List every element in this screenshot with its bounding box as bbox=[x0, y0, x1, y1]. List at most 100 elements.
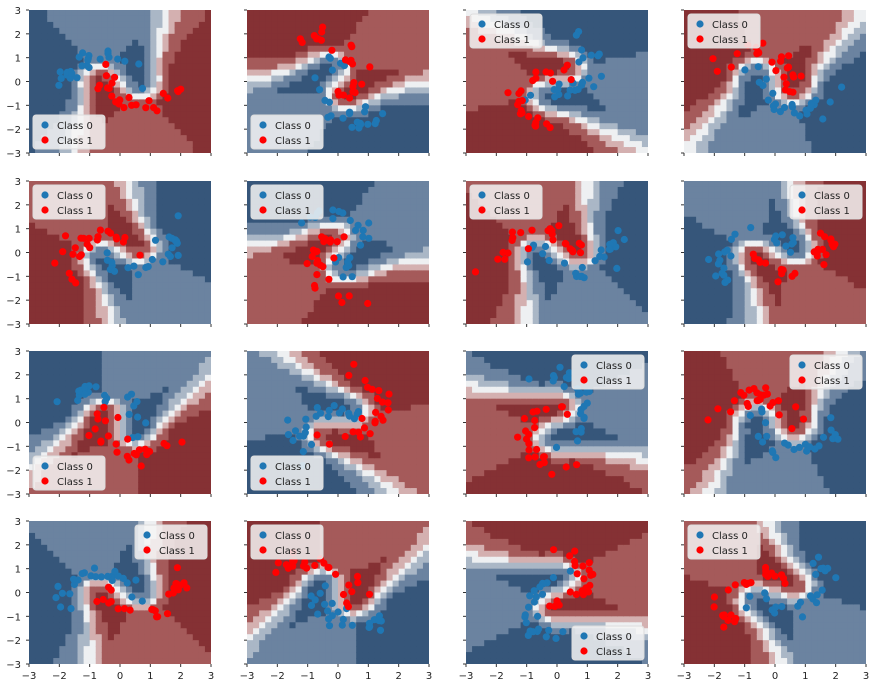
surface-cell bbox=[775, 111, 782, 118]
surface-cell bbox=[587, 105, 594, 112]
surface-cell bbox=[138, 300, 145, 307]
surface-cell bbox=[307, 99, 315, 106]
surface-cell bbox=[313, 240, 321, 248]
surface-cell bbox=[478, 270, 485, 277]
surface-cell bbox=[410, 69, 418, 77]
surface-cell bbox=[799, 123, 806, 130]
surface-cell bbox=[557, 39, 564, 47]
surface-cell bbox=[53, 264, 60, 271]
class0-point bbox=[135, 60, 143, 68]
surface-cell bbox=[313, 228, 321, 236]
surface-cell bbox=[162, 10, 170, 17]
surface-cell bbox=[113, 246, 121, 254]
surface-cell bbox=[313, 147, 321, 153]
surface-cell bbox=[29, 294, 36, 301]
surface-cell bbox=[344, 318, 351, 324]
surface-cell bbox=[466, 33, 473, 41]
surface-cell bbox=[186, 75, 194, 83]
surface-cell bbox=[805, 129, 812, 136]
surface-cell bbox=[684, 10, 691, 17]
surface-cell bbox=[295, 288, 303, 295]
surface-cell bbox=[83, 27, 91, 35]
surface-cell bbox=[47, 252, 54, 260]
surface-cell bbox=[338, 141, 345, 148]
surface-cell bbox=[198, 204, 206, 212]
surface-cell bbox=[204, 282, 211, 289]
surface-cell bbox=[502, 240, 510, 248]
surface-cell bbox=[569, 45, 576, 53]
surface-cell bbox=[319, 75, 327, 83]
surface-cell bbox=[696, 57, 703, 65]
surface-cell bbox=[277, 252, 284, 260]
surface-cell bbox=[629, 21, 637, 29]
surface-cell bbox=[247, 21, 254, 29]
surface-cell bbox=[398, 204, 406, 212]
surface-cell bbox=[344, 51, 351, 59]
surface-cell bbox=[331, 186, 339, 194]
surface-cell bbox=[162, 216, 170, 224]
surface-cell bbox=[120, 186, 127, 194]
surface-cell bbox=[410, 216, 418, 224]
surface-cell bbox=[277, 57, 284, 65]
surface-cell bbox=[398, 210, 406, 218]
surface-cell bbox=[690, 147, 697, 153]
surface-cell bbox=[168, 27, 176, 35]
surface-cell bbox=[690, 117, 697, 124]
surface-cell bbox=[496, 57, 503, 65]
surface-cell bbox=[356, 141, 363, 148]
surface-cell bbox=[466, 192, 473, 200]
surface-cell bbox=[65, 10, 73, 17]
surface-cell bbox=[144, 63, 151, 71]
surface-cell bbox=[29, 111, 36, 118]
surface-cell bbox=[174, 246, 182, 254]
surface-cell bbox=[557, 129, 564, 136]
surface-cell bbox=[253, 51, 260, 59]
surface-cell bbox=[65, 294, 73, 301]
surface-cell bbox=[150, 312, 157, 319]
surface-cell bbox=[793, 135, 800, 142]
surface-cell bbox=[374, 222, 382, 230]
surface-cell bbox=[313, 63, 321, 71]
surface-cell bbox=[398, 306, 406, 313]
surface-cell bbox=[150, 135, 157, 142]
surface-cell bbox=[186, 306, 194, 313]
surface-cell bbox=[472, 306, 479, 313]
surface-cell bbox=[841, 123, 849, 130]
surface-cell bbox=[150, 264, 157, 271]
surface-cell bbox=[289, 69, 297, 77]
class1-point bbox=[121, 233, 129, 242]
surface-cell bbox=[514, 300, 522, 307]
surface-cell bbox=[83, 258, 91, 266]
surface-cell bbox=[611, 63, 619, 71]
surface-cell bbox=[29, 282, 36, 289]
surface-cell bbox=[374, 63, 382, 71]
surface-cell bbox=[144, 27, 151, 35]
surface-cell bbox=[817, 69, 825, 77]
surface-cell bbox=[799, 21, 806, 29]
surface-cell bbox=[398, 270, 406, 277]
surface-cell bbox=[120, 264, 127, 271]
surface-cell bbox=[331, 198, 339, 206]
surface-cell bbox=[295, 87, 303, 95]
surface-cell bbox=[295, 51, 303, 59]
surface-cell bbox=[404, 204, 412, 212]
surface-cell bbox=[295, 270, 303, 277]
surface-cell bbox=[138, 10, 145, 17]
surface-cell bbox=[168, 181, 176, 188]
surface-cell bbox=[53, 75, 60, 83]
y-tick-label: 2 bbox=[15, 30, 21, 41]
surface-cell bbox=[277, 270, 284, 277]
surface-cell bbox=[253, 294, 260, 301]
surface-cell bbox=[295, 147, 303, 153]
surface-cell bbox=[526, 81, 534, 89]
surface-cell bbox=[416, 10, 424, 17]
surface-cell bbox=[313, 276, 321, 283]
surface-cell bbox=[720, 51, 728, 59]
surface-cell bbox=[593, 129, 601, 136]
surface-cell bbox=[198, 51, 206, 59]
surface-cell bbox=[107, 69, 115, 77]
surface-cell bbox=[732, 141, 740, 148]
surface-cell bbox=[59, 300, 66, 307]
surface-cell bbox=[47, 228, 54, 236]
surface-cell bbox=[368, 258, 375, 266]
